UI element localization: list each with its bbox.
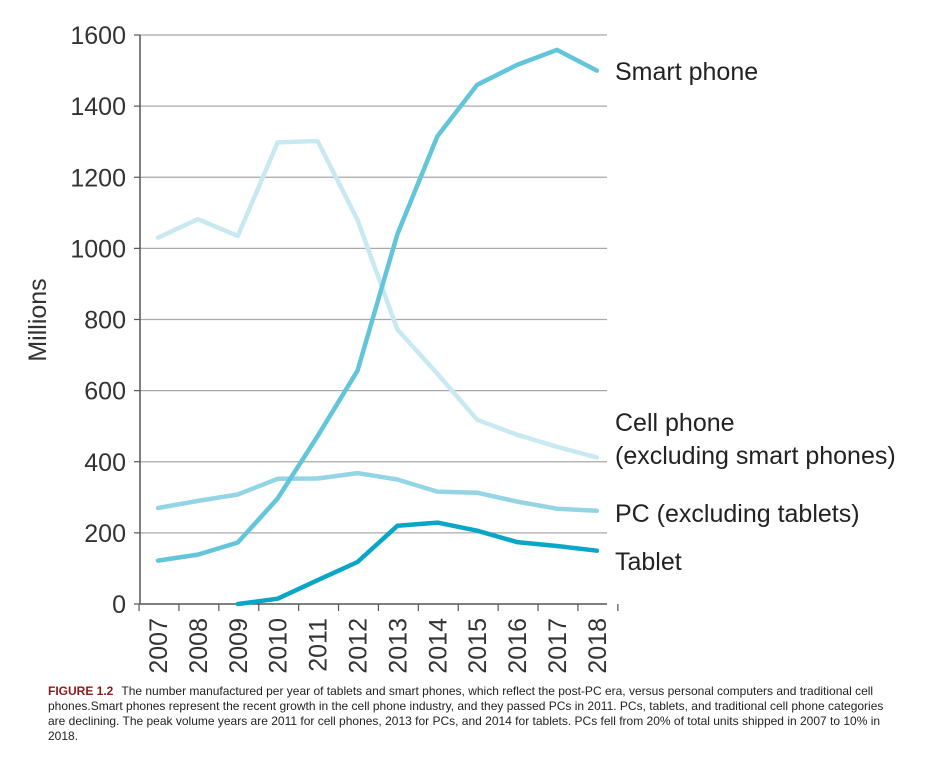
y-tick-label: 0 xyxy=(112,591,126,619)
series-label: PC (excluding tablets) xyxy=(615,500,860,528)
gridlines xyxy=(140,34,607,534)
y-tick-label: 200 xyxy=(84,520,126,548)
axes xyxy=(134,34,619,611)
y-tick-label: 1600 xyxy=(70,22,126,50)
figure-caption: FIGURE 1.2 The number manufactured per ye… xyxy=(48,684,888,744)
x-tick-label: 2007 xyxy=(145,618,173,674)
x-tick-label: 2017 xyxy=(544,618,572,674)
y-tick-label: 1000 xyxy=(70,235,126,263)
x-tick-label: 2008 xyxy=(185,618,213,674)
y-tick-label: 400 xyxy=(84,449,126,477)
x-tick-label: 2016 xyxy=(504,618,532,674)
series-labels: Smart phone Cell phone (excluding smart ph… xyxy=(615,58,896,576)
x-tick-label: 2015 xyxy=(464,618,492,674)
y-tick-label: 600 xyxy=(84,378,126,406)
y-tick-label: 1200 xyxy=(70,164,126,192)
x-tick-label: 2011 xyxy=(305,618,333,672)
x-tick-label: 2012 xyxy=(345,618,373,674)
x-tick-label: 2014 xyxy=(424,618,452,674)
x-tick-label: 2009 xyxy=(225,618,253,674)
series-lines xyxy=(155,47,600,607)
x-tick-label: 2018 xyxy=(584,618,612,674)
series-line xyxy=(235,520,600,607)
x-tick-label: 2013 xyxy=(384,618,412,674)
figure-number: FIGURE 1.2 xyxy=(48,684,114,698)
caption-text: The number manufactured per year of tabl… xyxy=(48,684,884,743)
series-label: Cell phone xyxy=(615,409,735,437)
x-tick-labels: 2007 2008 2009 2010 2011 2012 2013 2014 2015 2016… xyxy=(145,618,612,674)
y-axis-label: Millions xyxy=(24,278,52,361)
series-line xyxy=(155,47,600,563)
series-label: (excluding smart phones) xyxy=(615,442,896,470)
series-line xyxy=(155,470,600,514)
series-line xyxy=(155,138,600,460)
series-label: Smart phone xyxy=(615,58,758,86)
x-tick-label: 2010 xyxy=(265,618,293,674)
series-label: Tablet xyxy=(615,548,682,576)
y-tick-label: 800 xyxy=(84,307,126,335)
y-tick-labels: 0 200 400 600 800 1000 1200 1400 1600 xyxy=(70,22,126,619)
y-tick-label: 1400 xyxy=(70,93,126,121)
